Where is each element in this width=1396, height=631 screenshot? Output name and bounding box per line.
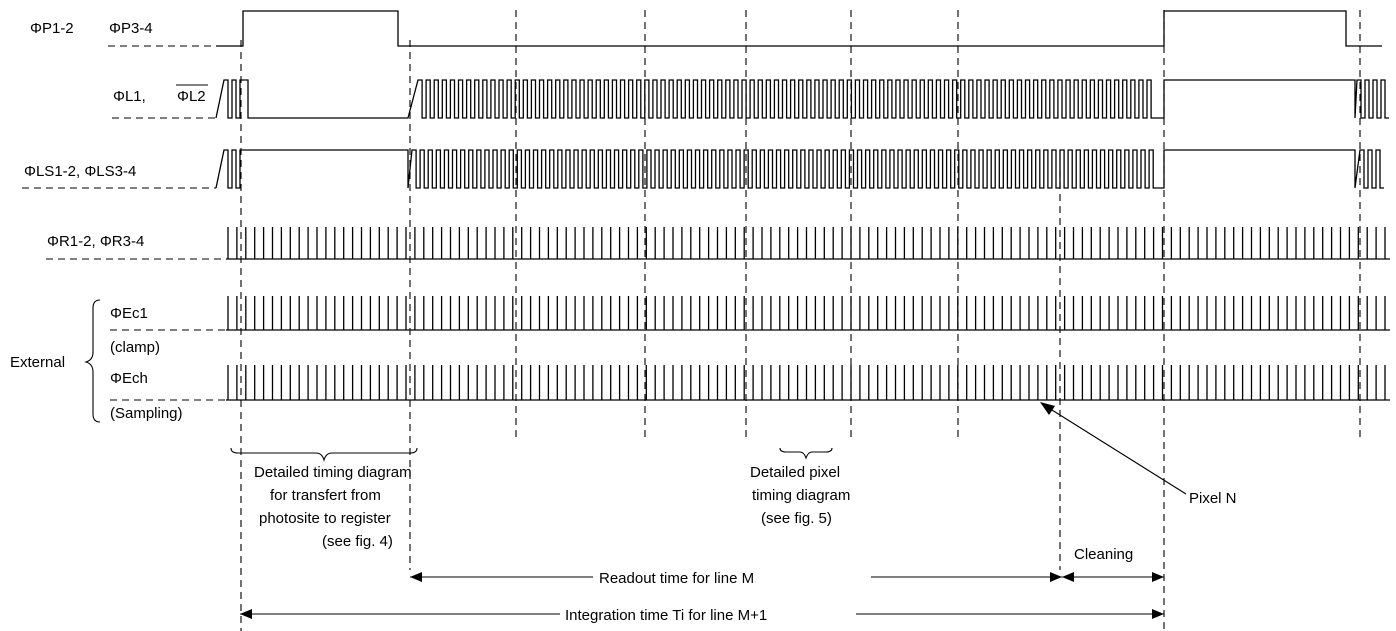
cleaning-label: Cleaning xyxy=(1074,546,1133,563)
label-ec1: ΦEc1 xyxy=(110,305,148,322)
transfer-line-4: (see fig. 4) xyxy=(322,533,393,550)
label-l2: ΦL2 xyxy=(177,88,206,105)
transfer-line-2: for transfert from xyxy=(270,487,381,504)
readout-arrow-right xyxy=(1050,572,1062,582)
pixel-n-label: Pixel N xyxy=(1189,490,1237,507)
label-r: ΦR1-2, ΦR3-4 xyxy=(47,233,144,250)
transfer-brace xyxy=(230,447,418,462)
label-ech-sub: (Sampling) xyxy=(110,405,183,422)
waveform-ech xyxy=(226,365,1390,401)
integration-label: Integration time Ti for line M+1 xyxy=(565,607,767,624)
integration-arrow-right xyxy=(1152,609,1164,619)
label-external: External xyxy=(10,354,65,371)
integration-arrow-left xyxy=(240,609,252,619)
label-l1: ΦL1, xyxy=(113,88,146,105)
pixel-brace xyxy=(779,447,833,460)
readout-label: Readout time for line M xyxy=(599,570,754,587)
label-ec1-sub: (clamp) xyxy=(110,339,160,356)
waveform-l xyxy=(215,79,1389,119)
label-p34: ΦP3-4 xyxy=(109,20,153,37)
pixel-line-1: Detailed pixel xyxy=(750,464,840,481)
cleaning-arrow-right xyxy=(1152,572,1164,582)
pixel-n-arrow-line xyxy=(1043,404,1187,495)
external-brace xyxy=(84,299,101,423)
waveform-ec1 xyxy=(226,296,1390,331)
waveform-r xyxy=(226,227,1390,260)
vertical-guides xyxy=(240,10,1361,631)
label-p12: ΦP1-2 xyxy=(30,20,74,37)
transfer-line-1: Detailed timing diagram xyxy=(254,464,412,481)
waveform-ls xyxy=(215,149,1384,189)
label-ech: ΦEch xyxy=(110,370,148,387)
transfer-line-3: photosite to register xyxy=(259,510,391,527)
label-ls: ΦLS1-2, ΦLS3-4 xyxy=(24,163,136,180)
waveform-p xyxy=(216,10,1382,47)
cleaning-arrow-left xyxy=(1062,572,1074,582)
pixel-n-arrowhead xyxy=(1040,402,1055,415)
pixel-line-2: timing diagram xyxy=(752,487,850,504)
readout-arrow-left xyxy=(410,572,422,582)
pixel-line-3: (see fig. 5) xyxy=(761,510,832,527)
